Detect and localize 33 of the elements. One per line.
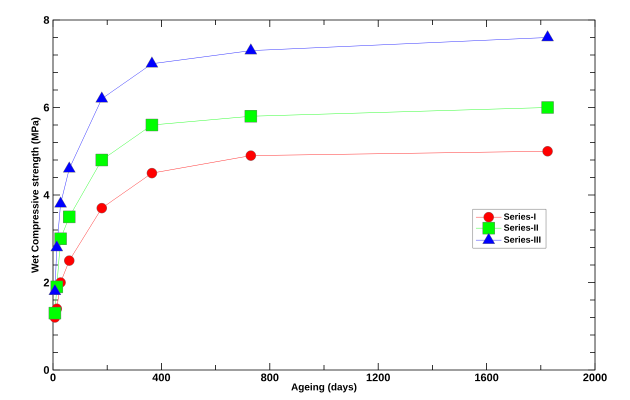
y-tick-label: 0 <box>44 366 50 374</box>
point <box>146 168 158 178</box>
point <box>246 150 256 161</box>
y-tick-label: 4 <box>44 191 50 199</box>
point <box>48 306 62 320</box>
point <box>54 196 67 208</box>
point <box>244 43 258 54</box>
point <box>244 110 258 122</box>
point <box>96 92 108 102</box>
y-tick-label: 2 <box>44 278 50 286</box>
point <box>96 202 107 214</box>
legend-label: Series-III <box>504 236 540 243</box>
point <box>542 146 553 156</box>
y-axis-title: Wet Compressive strength (MPa) <box>31 118 41 273</box>
point <box>146 118 158 132</box>
x-tick-label: 400 <box>152 374 170 382</box>
legend-label: Series-II <box>504 224 538 231</box>
x-tick-label: 1200 <box>366 374 390 382</box>
point <box>63 162 76 172</box>
x-tick-label: 1600 <box>475 374 498 382</box>
x-axis-title: Ageing (days) <box>291 383 356 392</box>
point <box>64 255 74 266</box>
point <box>541 30 554 42</box>
x-tick-label: 0 <box>50 374 56 382</box>
x-tick-label: 800 <box>261 374 278 382</box>
y-tick-label: 8 <box>44 16 50 24</box>
y-tick-label: 6 <box>44 104 50 112</box>
x-tick-label: 2000 <box>583 374 607 382</box>
point <box>541 101 554 114</box>
point <box>96 154 108 166</box>
legend-label: Series-I <box>504 213 536 220</box>
point <box>146 56 158 68</box>
point <box>63 210 76 224</box>
